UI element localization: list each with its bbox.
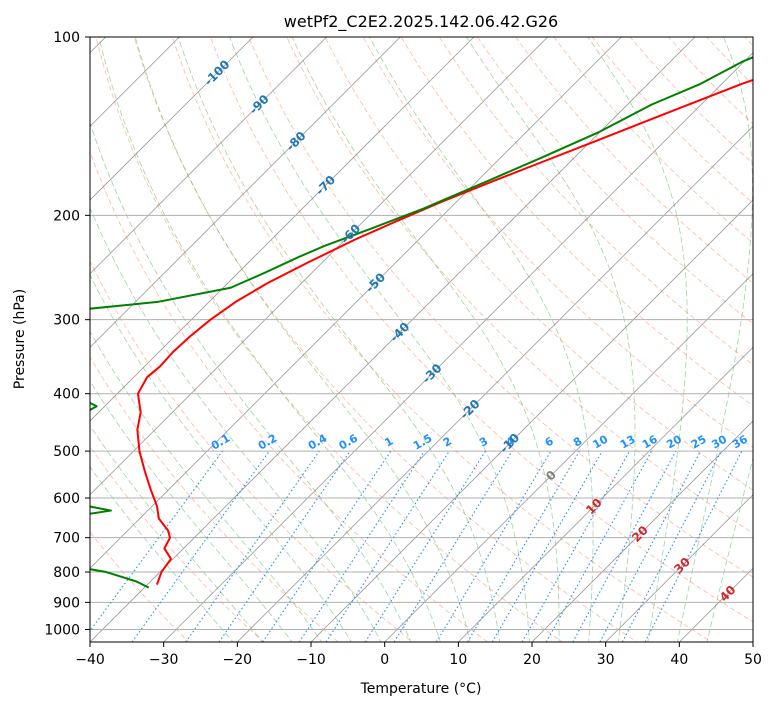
y-tick-label: 400 <box>53 387 80 403</box>
x-tick-label: −30 <box>149 652 179 668</box>
mixing-ratio-line <box>185 450 320 642</box>
isotherm-line <box>90 37 254 201</box>
isotherm-line <box>90 37 696 642</box>
x-tick-label: 30 <box>597 652 615 668</box>
y-tick-label: 900 <box>53 595 80 611</box>
y-tick-label: 100 <box>53 30 80 46</box>
x-axis-ticks: −40 −30 −20 −10 0 10 20 30 40 50 <box>75 642 762 668</box>
moist-adiabat-line <box>587 37 688 642</box>
y-tick-label: 800 <box>53 565 80 581</box>
plot-frame <box>89 36 754 643</box>
mixing-ratio-line <box>521 450 630 642</box>
moist-adiabat-line <box>90 330 323 642</box>
mixing-ratio-line <box>545 450 653 642</box>
moist-adiabat-line <box>369 37 594 642</box>
mixing-ratio-line <box>364 450 486 642</box>
isotherm-line <box>90 37 548 496</box>
x-axis-label: Temperature (°C) <box>360 681 482 697</box>
moist-adiabat-line <box>177 37 501 642</box>
dry-adiabat-line <box>286 37 753 534</box>
temperature-profile <box>136 78 753 585</box>
isotherm-line <box>90 37 327 275</box>
dry-adiabat-line <box>324 37 753 491</box>
mixing-ratio-line <box>325 450 450 642</box>
y-tick-label: 700 <box>53 531 80 547</box>
mixing-ratio-line <box>572 450 677 642</box>
mixing-ratio-lines <box>90 450 743 642</box>
sounding-profiles <box>90 56 753 589</box>
isotherm-line <box>384 273 753 642</box>
x-tick-label: −10 <box>296 652 326 668</box>
mixing-ratio-line <box>467 450 580 642</box>
dry-adiabat-line <box>171 37 713 642</box>
isotherm-line <box>90 37 475 422</box>
x-tick-label: 10 <box>449 652 467 668</box>
mixing-ratio-line <box>393 450 513 642</box>
x-tick-label: −40 <box>75 652 105 668</box>
x-tick-label: −20 <box>223 652 253 668</box>
x-tick-label: 40 <box>670 652 688 668</box>
dewpoint-profile <box>90 56 753 589</box>
isotherms <box>90 37 753 642</box>
y-axis-label: Pressure (hPa) <box>12 289 28 389</box>
isotherm-line <box>605 494 753 642</box>
y-tick-label: 200 <box>53 208 80 224</box>
y-tick-label: 600 <box>53 491 80 507</box>
pressure-gridlines <box>90 37 753 630</box>
moist-adiabat-line <box>291 37 560 642</box>
isotherm-line <box>310 199 753 642</box>
x-tick-label: 20 <box>523 652 541 668</box>
moist-adiabat-line <box>229 37 530 642</box>
y-axis-ticks: 100 200 300 400 500 600 700 800 900 1000 <box>44 30 90 638</box>
isotherm-line <box>458 346 753 642</box>
isotherm-line <box>90 37 622 569</box>
y-tick-label: 500 <box>53 444 80 460</box>
x-tick-label: 0 <box>380 652 389 668</box>
chart-title: wetPf2_C2E2.2025.142.06.42.G26 <box>284 12 558 32</box>
y-tick-label: 300 <box>53 313 80 329</box>
mixing-ratio-line <box>435 450 552 642</box>
isotherm-line <box>237 125 753 642</box>
moist-adiabat-line <box>466 37 636 642</box>
isotherm-line <box>90 37 401 348</box>
x-tick-label: 50 <box>744 652 762 668</box>
isotherm-line <box>531 420 753 642</box>
dry-adiabat-line <box>248 37 753 578</box>
y-tick-label: 1000 <box>44 622 80 638</box>
dry-adiabat-line <box>362 37 753 449</box>
mixing-ratio-line <box>491 450 603 642</box>
isotherm-line <box>163 52 753 642</box>
dry-adiabat-line <box>210 37 753 623</box>
plot-area: 0.1 0.2 0.4 0.6 1 1.5 2 3 4 6 8 10 13 16 20 25 30 36-100-… <box>90 37 753 642</box>
moist-adiabat-line <box>90 380 293 642</box>
mixing-ratio-line <box>218 450 351 642</box>
